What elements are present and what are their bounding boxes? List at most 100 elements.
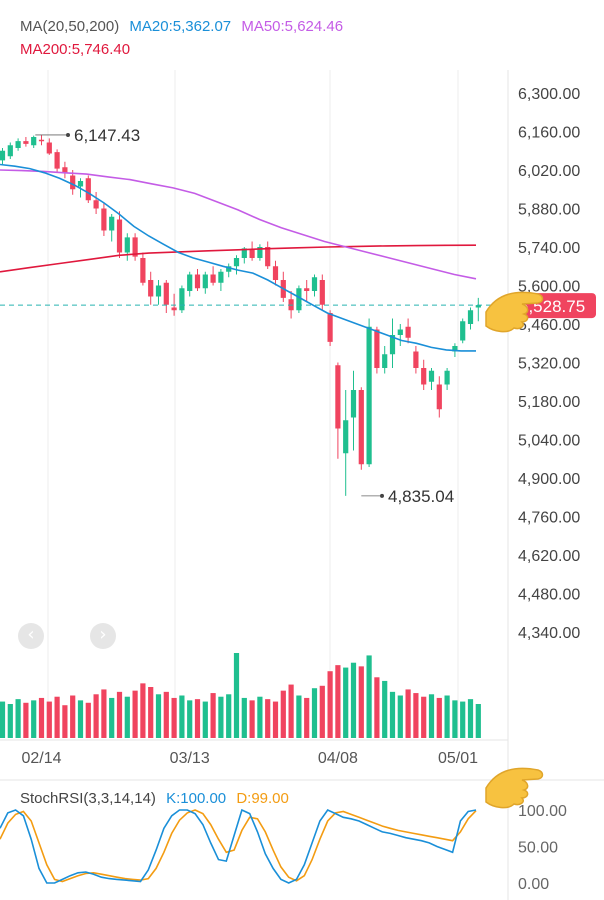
candle-body — [124, 237, 130, 253]
stochrsi-tick-label: 0.00 — [518, 876, 549, 893]
volume-bar — [382, 680, 388, 738]
candle-body — [319, 280, 325, 305]
stochrsi-k-line — [0, 808, 477, 884]
volume-bar — [421, 696, 427, 738]
price-tick-label: 4,480.00 — [518, 587, 580, 604]
stochrsi-tick-label: 100.00 — [518, 803, 567, 820]
volume-bar — [140, 683, 146, 738]
stochrsi-legend: StochRSI(3,3,14,14) K:100.00 D:99.00 — [20, 790, 289, 807]
volume-bar — [249, 700, 255, 738]
volume-bar — [148, 687, 154, 738]
candle-body — [70, 175, 76, 190]
candle-body — [77, 181, 84, 187]
volume-bar — [311, 688, 318, 738]
candle-body — [85, 178, 91, 201]
price-tick-label: 6,160.00 — [518, 125, 580, 142]
candle-body — [101, 208, 107, 231]
volume-bar — [93, 694, 99, 738]
price-tick-label: 5,040.00 — [518, 433, 580, 450]
ma200-line — [0, 244, 477, 273]
candle-body — [226, 266, 232, 272]
volume-bar — [101, 689, 107, 738]
price-tick-label: 4,900.00 — [518, 471, 580, 488]
price-tick-label: 5,460.00 — [518, 317, 580, 334]
volume-bar — [405, 689, 411, 738]
candle-body — [140, 258, 146, 283]
candle-body — [452, 346, 458, 352]
candle-body — [374, 329, 380, 368]
candle-body — [31, 137, 37, 146]
ma200-legend-row: MA200:5,746.40 — [20, 41, 130, 58]
candle-body — [366, 326, 372, 465]
ma200-legend: MA200:5,746.40 — [20, 41, 131, 58]
max-marker-dot — [66, 132, 70, 137]
price-tick-label: 5,180.00 — [518, 394, 580, 411]
volume-bar — [179, 695, 185, 738]
volume-bar — [31, 700, 37, 738]
volume-bar — [366, 655, 372, 738]
candle-body — [343, 420, 349, 454]
volume-bar — [460, 701, 466, 738]
candle-body — [249, 249, 255, 258]
price-tick-label: 5,740.00 — [518, 240, 580, 257]
candle-body — [132, 237, 138, 257]
chevron-left-icon[interactable]: ‹ — [18, 623, 44, 649]
price-tick-label: 5,880.00 — [518, 202, 580, 219]
volume-bar — [304, 697, 310, 738]
chevron-right-icon[interactable]: › — [90, 623, 116, 649]
price-tick-label: 4,620.00 — [518, 548, 580, 565]
candle-body — [327, 313, 333, 342]
volume-bar — [296, 695, 302, 738]
ma50-line — [0, 169, 477, 280]
candle-body — [163, 282, 169, 305]
ma20-legend: MA20:5,362.07 — [129, 18, 232, 35]
volume-bar — [0, 701, 6, 738]
volume-bar — [241, 697, 247, 738]
candle-body — [15, 141, 21, 148]
volume-bar — [397, 695, 403, 738]
candle-body — [38, 139, 45, 142]
candle-body — [218, 271, 224, 283]
date-label: 02/14 — [21, 750, 61, 767]
candle-body — [405, 326, 411, 338]
candle-body — [23, 141, 29, 144]
price-tick-label: 6,020.00 — [518, 163, 580, 180]
volume-bar — [23, 702, 29, 738]
candle-body — [155, 285, 162, 297]
candle-body — [296, 288, 302, 311]
candle-body — [93, 200, 99, 209]
stochrsi-title: StochRSI(3,3,14,14) — [20, 790, 156, 807]
stochrsi-d-legend: D:99.00 — [236, 790, 289, 807]
volume-bar — [7, 704, 13, 738]
ma20-line — [0, 163, 476, 352]
volume-bar — [62, 705, 68, 738]
candle-body — [210, 274, 216, 283]
candle-body — [202, 274, 208, 289]
volume-bar — [374, 677, 380, 738]
candle-body — [467, 310, 474, 324]
candle-body — [179, 288, 185, 311]
price-tick-label: 5,320.00 — [518, 356, 580, 373]
price-tick-label: 4,340.00 — [518, 625, 580, 642]
volume-bar — [413, 693, 419, 738]
max-price-label: 6,147.43 — [74, 126, 140, 145]
candle-body — [241, 248, 247, 258]
candle-body — [475, 305, 481, 308]
volume-bar — [155, 694, 162, 738]
candle-body — [397, 329, 403, 335]
candle-body — [54, 152, 60, 169]
ma-legend: MA(20,50,200) MA20:5,362.07 MA50:5,624.4… — [20, 18, 343, 35]
candle-body — [265, 247, 271, 267]
date-label: 03/13 — [170, 750, 210, 767]
candle-body — [382, 354, 388, 368]
candle-body — [428, 370, 435, 382]
volume-bar — [109, 697, 115, 738]
candle-body — [62, 167, 68, 173]
volume-bar — [265, 699, 271, 738]
volume-bar — [218, 696, 224, 738]
volume-bar — [389, 691, 396, 738]
volume-bar — [319, 685, 325, 738]
candle-body — [0, 150, 6, 161]
candle-body — [109, 216, 115, 231]
